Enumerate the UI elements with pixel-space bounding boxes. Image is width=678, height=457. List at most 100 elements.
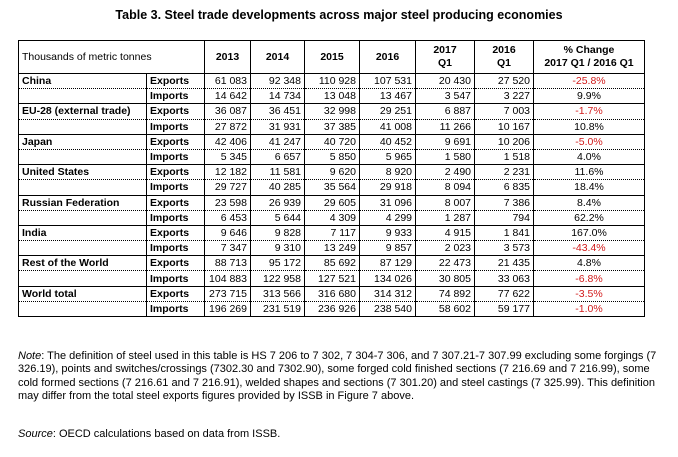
value-cell: 1 841 bbox=[474, 224, 534, 242]
value-cell: 10 206 bbox=[474, 133, 534, 150]
source-text: : OECD calculations based on data from I… bbox=[52, 428, 281, 440]
table-row: Russian Federation Exports 23 598 26 939 29 … bbox=[18, 194, 645, 211]
pct-change-cell: -43.4% bbox=[533, 240, 645, 257]
value-cell: 7 003 bbox=[474, 103, 534, 120]
value-cell: 13 048 bbox=[304, 88, 360, 105]
country-cell-empty bbox=[18, 149, 147, 166]
country-name: Japan bbox=[18, 133, 147, 150]
value-cell: 36 087 bbox=[204, 103, 251, 120]
table-title: Table 3. Steel trade developments across… bbox=[115, 8, 563, 22]
value-cell: 6 657 bbox=[250, 149, 305, 166]
value-cell: 92 348 bbox=[250, 72, 305, 90]
value-cell: 6 887 bbox=[415, 103, 475, 120]
pct-change-cell: 18.4% bbox=[533, 179, 645, 196]
value-cell: 10 167 bbox=[474, 119, 534, 135]
table-row: India Exports 9 646 9 828 7 117 9 933 4 915 1 8… bbox=[18, 224, 645, 242]
value-cell: 316 680 bbox=[304, 285, 360, 302]
value-cell: 9 933 bbox=[359, 224, 416, 242]
table-row: Imports 6 453 5 644 4 309 4 299 1 287 794 62.2% bbox=[18, 210, 645, 226]
value-cell: 27 872 bbox=[204, 119, 251, 135]
value-cell: 41 008 bbox=[359, 119, 416, 135]
value-cell: 37 385 bbox=[304, 119, 360, 135]
value-cell: 14 642 bbox=[204, 88, 251, 105]
table-row: Rest of the World Exports 88 713 95 172 85 6… bbox=[18, 255, 645, 272]
value-cell: 196 269 bbox=[204, 301, 251, 318]
value-cell: 238 540 bbox=[359, 301, 416, 318]
table-row: Japan Exports 42 406 41 247 40 720 40 452 9 69… bbox=[18, 133, 645, 150]
pct-change-cell: -6.8% bbox=[533, 270, 645, 287]
pct-change-cell: 11.6% bbox=[533, 164, 645, 181]
country-cell-empty bbox=[18, 210, 147, 226]
pct-change-cell: 8.4% bbox=[533, 194, 645, 211]
value-cell: 313 566 bbox=[250, 285, 305, 302]
header-row: Thousands of metric tonnes 2013 2014 201… bbox=[18, 40, 645, 74]
value-cell: 40 452 bbox=[359, 133, 416, 150]
value-cell: 87 129 bbox=[359, 255, 416, 272]
value-cell: 20 430 bbox=[415, 72, 475, 90]
value-cell: 29 727 bbox=[204, 179, 251, 196]
value-cell: 8 007 bbox=[415, 194, 475, 211]
value-cell: 33 063 bbox=[474, 270, 534, 287]
flow-label: Imports bbox=[146, 149, 205, 166]
value-cell: 134 026 bbox=[359, 270, 416, 287]
steel-trade-table: Thousands of metric tonnes 2013 2014 201… bbox=[18, 40, 645, 318]
value-cell: 1 518 bbox=[474, 149, 534, 166]
col-header: % Change 2017 Q1 / 2016 Q1 bbox=[533, 40, 645, 74]
note-text: : The definition of steel used in this t… bbox=[18, 350, 657, 403]
value-cell: 13 467 bbox=[359, 88, 416, 105]
col-header: 2016 Q1 bbox=[474, 40, 534, 74]
country-cell-empty bbox=[18, 301, 147, 318]
value-cell: 26 939 bbox=[250, 194, 305, 211]
value-cell: 110 928 bbox=[304, 72, 360, 90]
value-cell: 5 644 bbox=[250, 210, 305, 226]
value-cell: 23 598 bbox=[204, 194, 251, 211]
value-cell: 6 835 bbox=[474, 179, 534, 196]
value-cell: 9 828 bbox=[250, 224, 305, 242]
value-cell: 29 605 bbox=[304, 194, 360, 211]
value-cell: 31 096 bbox=[359, 194, 416, 211]
country-name: United States bbox=[18, 164, 147, 181]
value-cell: 9 620 bbox=[304, 164, 360, 181]
value-cell: 273 715 bbox=[204, 285, 251, 302]
value-cell: 2 231 bbox=[474, 164, 534, 181]
country-name: Russian Federation bbox=[18, 194, 147, 211]
value-cell: 314 312 bbox=[359, 285, 416, 302]
flow-label: Imports bbox=[146, 240, 205, 257]
value-cell: 2 490 bbox=[415, 164, 475, 181]
country-cell-empty bbox=[18, 88, 147, 105]
value-cell: 104 883 bbox=[204, 270, 251, 287]
country-name: EU-28 (external trade) bbox=[18, 103, 147, 120]
value-cell: 32 998 bbox=[304, 103, 360, 120]
flow-label: Exports bbox=[146, 194, 205, 211]
value-cell: 1 580 bbox=[415, 149, 475, 166]
country-name: India bbox=[18, 224, 147, 242]
value-cell: 5 965 bbox=[359, 149, 416, 166]
value-cell: 29 251 bbox=[359, 103, 416, 120]
value-cell: 31 931 bbox=[250, 119, 305, 135]
table-row: China Exports 61 083 92 348 110 928 107 531 20… bbox=[18, 72, 645, 90]
value-cell: 77 622 bbox=[474, 285, 534, 302]
flow-label: Imports bbox=[146, 210, 205, 226]
note-label: Note bbox=[18, 350, 42, 362]
table-row: EU-28 (external trade) Exports 36 087 36 45… bbox=[18, 103, 645, 120]
flow-label: Exports bbox=[146, 72, 205, 90]
value-cell: 5 345 bbox=[204, 149, 251, 166]
value-cell: 4 299 bbox=[359, 210, 416, 226]
value-cell: 95 172 bbox=[250, 255, 305, 272]
value-cell: 7 347 bbox=[204, 240, 251, 257]
flow-label: Exports bbox=[146, 285, 205, 302]
pct-change-cell: 62.2% bbox=[533, 210, 645, 226]
value-cell: 35 564 bbox=[304, 179, 360, 196]
value-cell: 11 581 bbox=[250, 164, 305, 181]
flow-label: Exports bbox=[146, 255, 205, 272]
table-row: Imports 5 345 6 657 5 850 5 965 1 580 1 518 4.0… bbox=[18, 149, 645, 166]
flow-label: Exports bbox=[146, 164, 205, 181]
value-cell: 3 573 bbox=[474, 240, 534, 257]
country-cell-empty bbox=[18, 179, 147, 196]
table-row: United States Exports 12 182 11 581 9 620 8 9… bbox=[18, 164, 645, 181]
value-cell: 74 892 bbox=[415, 285, 475, 302]
country-cell-empty bbox=[18, 270, 147, 287]
value-cell: 30 805 bbox=[415, 270, 475, 287]
country-cell-empty bbox=[18, 240, 147, 257]
value-cell: 41 247 bbox=[250, 133, 305, 150]
